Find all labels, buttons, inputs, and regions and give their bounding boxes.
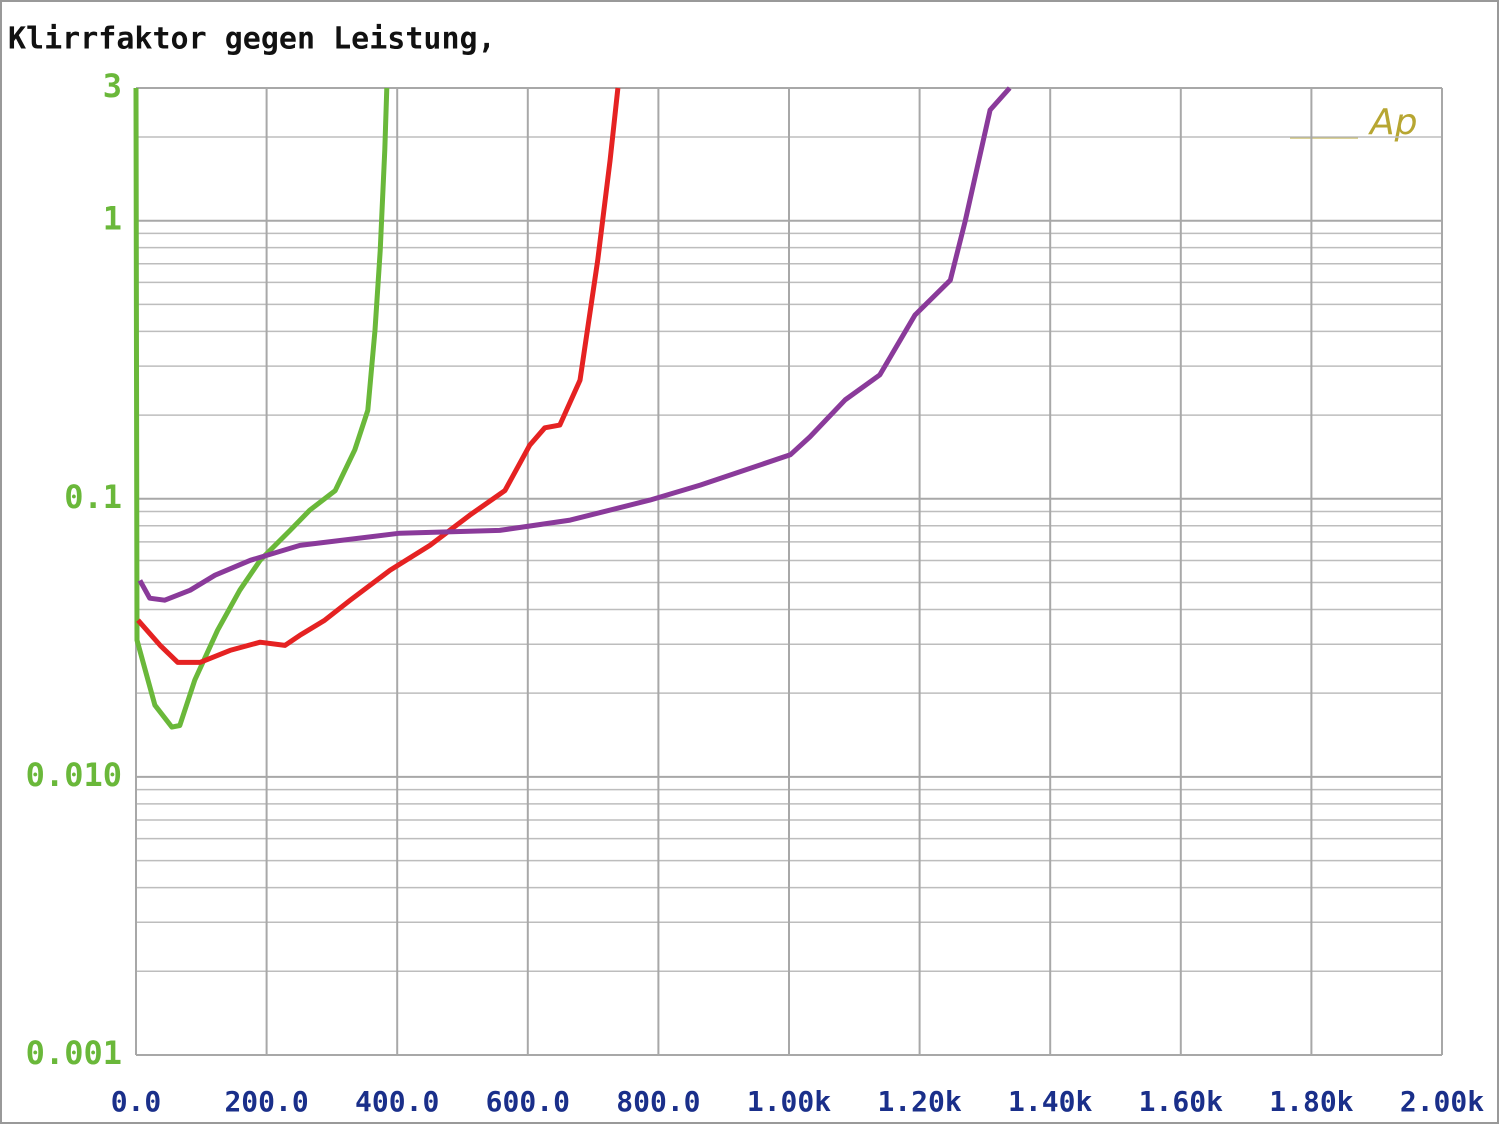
x-tick-label: 1.20k xyxy=(877,1085,961,1118)
series-line xyxy=(136,87,621,665)
x-tick-label: 0.0 xyxy=(111,1085,162,1118)
series-line xyxy=(133,87,390,730)
y-tick-label: 0.1 xyxy=(64,478,122,516)
y-tick-label: 1 xyxy=(103,200,122,238)
x-tick-label: 2.00k xyxy=(1400,1085,1484,1118)
x-tick-label: 1.60k xyxy=(1139,1085,1223,1118)
y-tick-label: 0.010 xyxy=(26,756,122,794)
x-tick-label: 1.80k xyxy=(1269,1085,1353,1118)
y-tick-label: 0.001 xyxy=(26,1034,122,1072)
chart-title: Klirrfaktor gegen Leistung, xyxy=(8,22,496,57)
y-tick-label: 3 xyxy=(103,67,122,105)
x-tick-label: 1.40k xyxy=(1008,1085,1092,1118)
x-tick-label: 200.0 xyxy=(224,1085,308,1118)
x-tick-label: 1.00k xyxy=(747,1085,831,1118)
x-tick-label: 400.0 xyxy=(355,1085,439,1118)
x-tick-label: 800.0 xyxy=(616,1085,700,1118)
series-line xyxy=(137,86,1012,603)
logo: Ap xyxy=(1368,102,1417,143)
x-tick-label: 600.0 xyxy=(486,1085,570,1118)
